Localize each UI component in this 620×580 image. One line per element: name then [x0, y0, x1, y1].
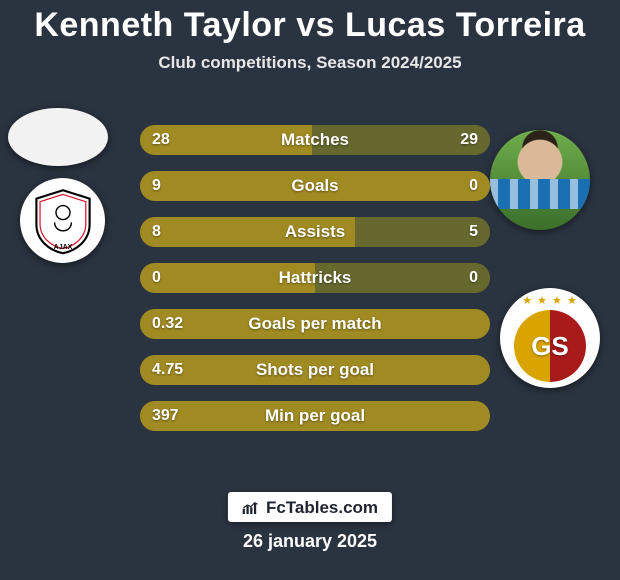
stat-value-right: 0	[469, 263, 478, 293]
page-title: Kenneth Taylor vs Lucas Torreira	[0, 0, 620, 45]
stat-rows: 28Matches299Goals08Assists50Hattricks00.…	[140, 125, 490, 447]
stat-row: 0.32Goals per match	[140, 309, 490, 339]
stat-row: 397Min per goal	[140, 401, 490, 431]
stat-row: 28Matches29	[140, 125, 490, 155]
stat-label: Hattricks	[140, 263, 490, 293]
source-badge-text: FcTables.com	[266, 498, 378, 518]
player-right-avatar	[490, 130, 590, 230]
stat-label: Assists	[140, 217, 490, 247]
subtitle: Club competitions, Season 2024/2025	[0, 53, 620, 73]
stat-row: 9Goals0	[140, 171, 490, 201]
club-left-badge: AJAX	[20, 178, 105, 263]
club-right-badge: ★ ★ ★ ★ GS	[500, 288, 600, 388]
date-caption: 26 january 2025	[0, 531, 620, 552]
ajax-text: AJAX	[53, 244, 72, 251]
galatasaray-letters: GS	[531, 331, 569, 362]
stat-label: Min per goal	[140, 401, 490, 431]
stat-value-right: 29	[460, 125, 478, 155]
stat-row: 8Assists5	[140, 217, 490, 247]
stat-label: Shots per goal	[140, 355, 490, 385]
player-right-photo	[490, 130, 590, 230]
fctables-icon	[242, 501, 260, 515]
stat-value-right: 0	[469, 171, 478, 201]
galatasaray-icon: GS	[514, 310, 586, 382]
stat-value-right: 5	[469, 217, 478, 247]
galatasaray-stars: ★ ★ ★ ★	[500, 294, 600, 307]
player-left-avatar	[8, 108, 108, 166]
stat-label: Matches	[140, 125, 490, 155]
stat-label: Goals	[140, 171, 490, 201]
comparison-card: Kenneth Taylor vs Lucas Torreira Club co…	[0, 0, 620, 580]
stat-label: Goals per match	[140, 309, 490, 339]
ajax-icon: AJAX	[20, 178, 105, 263]
source-badge[interactable]: FcTables.com	[228, 492, 392, 522]
stat-row: 0Hattricks0	[140, 263, 490, 293]
stat-row: 4.75Shots per goal	[140, 355, 490, 385]
